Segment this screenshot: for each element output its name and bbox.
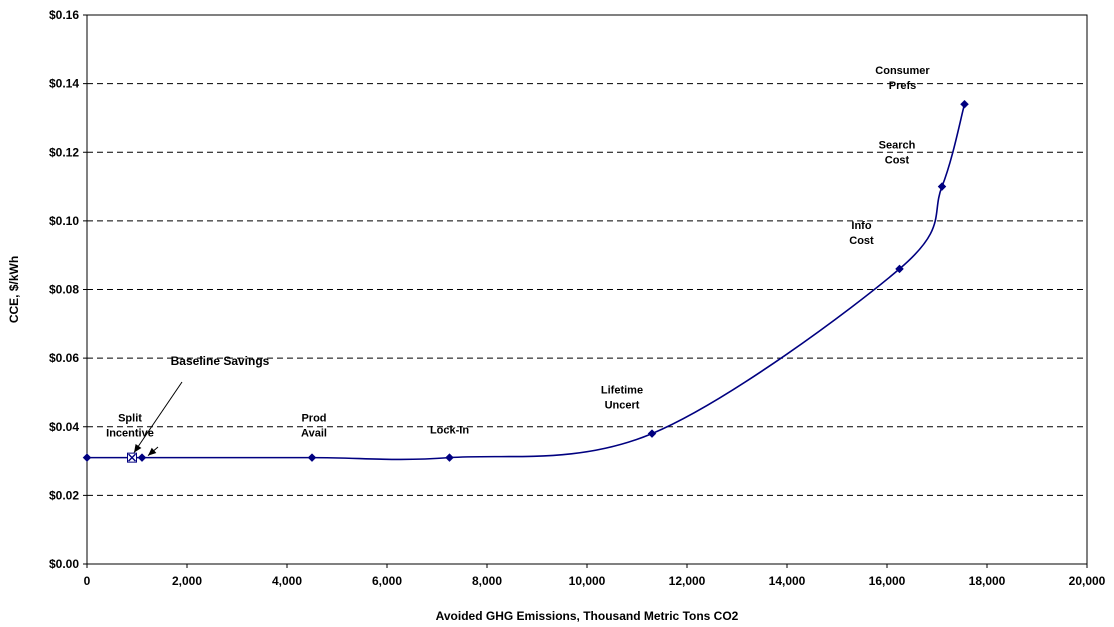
point-label: Consumer (875, 65, 930, 77)
point-label: Cost (885, 155, 910, 167)
point-label: Uncert (605, 400, 640, 412)
point-label: Lifetime (601, 385, 643, 397)
x-tick-label: 20,000 (1069, 574, 1106, 588)
data-point (307, 453, 317, 462)
baseline-arrow (133, 381, 183, 453)
y-tick-label: $0.16 (49, 8, 79, 22)
axes: $0.00 $0.02 $0.04 $0.06 $0.08 $0.10 $0.12 $0.14… (49, 8, 1106, 588)
data-point (445, 453, 454, 462)
data-point (82, 453, 92, 462)
data-point (647, 429, 657, 438)
y-tick-label: $0.02 (49, 488, 79, 502)
gridlines (87, 83, 1087, 496)
y-axis-title: CCE, $/kWh (7, 256, 21, 323)
y-tick-label: $0.04 (49, 420, 79, 434)
data-point (937, 182, 947, 191)
point-label: Prod (301, 413, 326, 425)
point-label: Avail (301, 428, 327, 440)
baseline-savings-label: Baseline Savings (171, 354, 270, 368)
point-label: Search (879, 140, 916, 152)
x-tick-label: 0 (84, 574, 91, 588)
data-point (960, 99, 969, 109)
x-tick-label: 16,000 (869, 574, 906, 588)
baseline-marker-cross (128, 453, 136, 462)
x-tick-label: 2,000 (172, 574, 202, 588)
point-label: Cost (849, 235, 874, 247)
series-line (87, 104, 966, 461)
x-tick-label: 4,000 (272, 574, 302, 588)
split-incentive-arrow-head (148, 447, 157, 456)
data-point (137, 453, 147, 462)
y-tick-label: $0.10 (49, 214, 79, 228)
y-tick-label: $0.08 (49, 283, 79, 297)
x-tick-label: 12,000 (669, 574, 706, 588)
data-point (895, 264, 904, 274)
x-tick-label: 8,000 (472, 574, 502, 588)
y-tick-label: $0.00 (49, 557, 79, 571)
y-tick-label: $0.14 (49, 77, 79, 91)
point-label: Prefs (889, 80, 917, 92)
x-tick-label: 18,000 (969, 574, 1006, 588)
y-tick-label: $0.06 (49, 351, 79, 365)
series-curve (87, 104, 966, 461)
point-label: Lock-In (430, 425, 469, 437)
x-tick-label: 10,000 (569, 574, 606, 588)
data-points (82, 99, 969, 462)
annotations: Baseline Savings (127, 354, 270, 463)
baseline-arrow-head (134, 444, 142, 453)
point-label: Incentive (106, 428, 154, 440)
y-tick-label: $0.12 (49, 145, 79, 159)
point-labels: Split Incentive Prod Avail Lock-In Lifetime Un… (106, 65, 930, 439)
point-label: Split (118, 413, 142, 425)
x-tick-label: 6,000 (372, 574, 402, 588)
point-label: Info (851, 220, 871, 232)
x-axis-title: Avoided GHG Emissions, Thousand Metric T… (436, 609, 739, 623)
x-tick-label: 14,000 (769, 574, 806, 588)
